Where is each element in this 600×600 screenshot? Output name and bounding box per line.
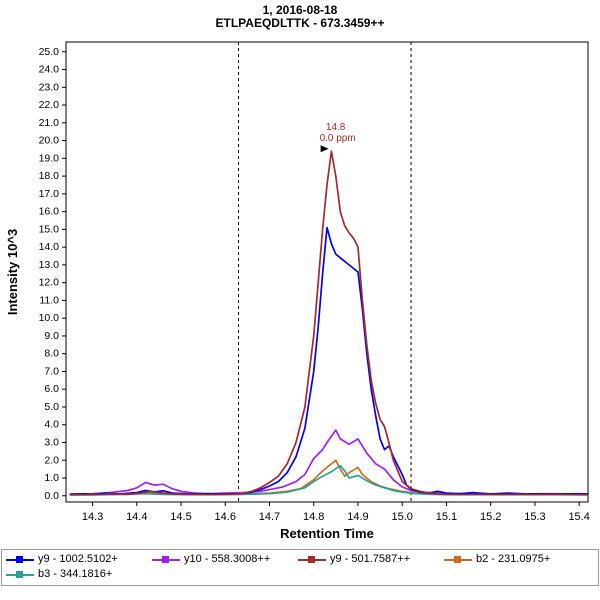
x-tick-label: 14.4	[126, 511, 147, 523]
series-color-swatch	[6, 555, 34, 564]
y-tick-label: 17.0	[39, 188, 60, 200]
y-tick-label: 7.0	[44, 365, 59, 377]
x-axis-title: Retention Time	[280, 526, 374, 541]
x-tick-label: 15.4	[568, 511, 589, 523]
y-tick-label: 25.0	[39, 46, 60, 58]
peak-rt-annotation: 14.8	[326, 122, 346, 133]
y-axis-title: Intensity 10^3	[5, 229, 20, 315]
x-tick-label: 15.1	[436, 511, 457, 523]
y-tick-label: 9.0	[44, 330, 59, 342]
x-tick-label: 14.6	[215, 511, 236, 523]
chart-header: 1, 2016-08-18 ETLPAEQDLTTK - 673.3459++	[0, 0, 600, 30]
series-color-swatch	[444, 555, 472, 564]
y-tick-label: 21.0	[39, 117, 60, 129]
legend-row: b3 - 344.1816+	[6, 568, 594, 580]
y-tick-label: 20.0	[39, 135, 60, 147]
series-trace	[69, 226, 589, 496]
legend-entry: b2 - 231.0975+	[444, 553, 590, 565]
y-tick-label: 10.0	[39, 312, 60, 324]
y-tick-label: 5.0	[44, 401, 59, 413]
y-tick-label: 15.0	[39, 223, 60, 235]
legend-entry: y10 - 558.3008++	[152, 553, 298, 565]
x-tick-label: 14.8	[303, 511, 324, 523]
legend-row: y9 - 1002.5102+ y10 - 558.3008++ y9 - 50…	[6, 553, 594, 565]
legend-entry: y9 - 501.7587++	[298, 553, 444, 565]
y-tick-label: 1.0	[44, 472, 59, 484]
legend-label: b3 - 344.1816+	[38, 568, 113, 580]
y-tick-label: 2.0	[44, 454, 59, 466]
y-tick-label: 18.0	[39, 170, 60, 182]
x-tick-label: 14.3	[82, 511, 103, 523]
legend: y9 - 1002.5102+ y10 - 558.3008++ y9 - 50…	[1, 549, 599, 586]
y-tick-label: 23.0	[39, 81, 60, 93]
y-tick-label: 3.0	[44, 437, 59, 449]
y-tick-label: 16.0	[39, 206, 60, 218]
series-color-swatch	[152, 555, 180, 564]
legend-label: y9 - 1002.5102+	[38, 553, 118, 565]
series-color-swatch	[298, 555, 326, 564]
chromatogram-plot[interactable]: 0.0 1.0 2.0 3.0 4.0 5.0 6.0 7.0 8.0 9.0 10.0 11.0 12…	[0, 30, 600, 548]
x-tick-label: 15.0	[391, 511, 412, 523]
legend-label: y9 - 501.7587++	[330, 553, 411, 565]
legend-entry: y9 - 1002.5102+	[6, 553, 152, 565]
series-color-swatch	[6, 570, 34, 579]
x-tick-label: 14.5	[170, 511, 191, 523]
legend-label: y10 - 558.3008++	[184, 553, 271, 565]
y-tick-label: 14.0	[39, 241, 60, 253]
y-tick-label: 11.0	[39, 294, 59, 306]
peak-apex-marker	[320, 145, 329, 153]
y-tick-label: 22.0	[39, 99, 60, 111]
legend-entry: b3 - 344.1816+	[6, 568, 112, 580]
y-tick-label: 13.0	[39, 259, 60, 271]
series-trace	[69, 459, 589, 496]
x-tick-label: 15.2	[480, 511, 501, 523]
y-tick-label: 6.0	[44, 383, 59, 395]
y-tick-label: 12.0	[39, 277, 60, 289]
x-tick-label: 14.7	[259, 511, 280, 523]
y-tick-label: 8.0	[44, 348, 59, 360]
series-trace	[69, 429, 589, 495]
x-tick-label: 14.9	[347, 511, 368, 523]
y-tick-label: 24.0	[39, 64, 60, 76]
y-tick-label: 4.0	[44, 419, 59, 431]
chart-subtitle: ETLPAEQDLTTK - 673.3459++	[215, 16, 385, 30]
y-tick-label: 0.0	[44, 490, 59, 502]
legend-label: b2 - 231.0975+	[476, 553, 551, 565]
peak-ppm-annotation: 0.0 ppm	[320, 133, 356, 144]
y-tick-label: 19.0	[39, 152, 60, 164]
chart-title: 1, 2016-08-18	[262, 3, 338, 17]
x-tick-label: 15.3	[524, 511, 545, 523]
plot-border	[65, 41, 589, 503]
series-trace	[69, 150, 589, 496]
